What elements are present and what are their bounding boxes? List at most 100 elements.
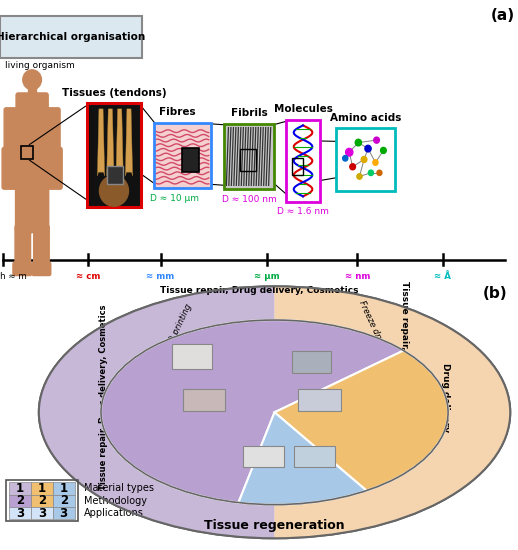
Text: Fibres: Fibres xyxy=(159,107,196,117)
Polygon shape xyxy=(275,323,448,502)
FancyBboxPatch shape xyxy=(53,494,75,507)
Ellipse shape xyxy=(101,320,448,504)
Polygon shape xyxy=(107,109,114,176)
FancyBboxPatch shape xyxy=(53,482,75,494)
Text: Films/
Membranes: Films/ Membranes xyxy=(303,377,371,398)
Circle shape xyxy=(373,160,378,165)
Text: 2: 2 xyxy=(38,494,46,507)
Circle shape xyxy=(381,147,386,153)
Text: Tissue repair, Drug delivery, Cosmetics: Tissue repair, Drug delivery, Cosmetics xyxy=(99,305,108,491)
FancyBboxPatch shape xyxy=(15,225,31,269)
Circle shape xyxy=(374,137,379,143)
FancyBboxPatch shape xyxy=(31,482,53,494)
Text: ≈ Å: ≈ Å xyxy=(435,272,451,280)
Polygon shape xyxy=(275,350,448,491)
FancyBboxPatch shape xyxy=(9,494,31,507)
FancyBboxPatch shape xyxy=(53,507,75,519)
Circle shape xyxy=(365,145,371,152)
Text: 2: 2 xyxy=(60,494,68,507)
Text: living organism: living organism xyxy=(5,62,75,70)
Circle shape xyxy=(350,164,355,170)
FancyBboxPatch shape xyxy=(4,108,21,153)
Text: Freeze drying, Solution casting: Freeze drying, Solution casting xyxy=(357,299,420,420)
Text: (a): (a) xyxy=(491,8,514,23)
Polygon shape xyxy=(39,287,275,538)
Circle shape xyxy=(357,174,362,179)
Text: D ≈ 1.6 nm: D ≈ 1.6 nm xyxy=(277,207,329,216)
Polygon shape xyxy=(101,323,275,502)
Text: 3: 3 xyxy=(16,507,24,520)
FancyBboxPatch shape xyxy=(15,139,49,164)
Text: 1: 1 xyxy=(38,482,46,495)
FancyBboxPatch shape xyxy=(34,225,49,269)
Circle shape xyxy=(377,170,382,175)
Polygon shape xyxy=(116,109,123,176)
FancyBboxPatch shape xyxy=(87,103,141,207)
FancyBboxPatch shape xyxy=(107,166,123,184)
Text: ≈ μm: ≈ μm xyxy=(254,272,280,280)
Text: Scaffolds/
Gels: Scaffolds/ Gels xyxy=(176,377,234,398)
Text: Tissue regeneration: Tissue regeneration xyxy=(204,519,345,532)
FancyBboxPatch shape xyxy=(13,262,32,276)
Circle shape xyxy=(99,175,128,206)
Text: Amino acids: Amino acids xyxy=(329,113,401,123)
Text: (b): (b) xyxy=(482,287,507,301)
Text: 1: 1 xyxy=(16,482,24,495)
FancyBboxPatch shape xyxy=(336,128,395,191)
Circle shape xyxy=(343,156,348,161)
FancyBboxPatch shape xyxy=(294,446,335,467)
Text: length ≈ m: length ≈ m xyxy=(0,272,27,280)
FancyBboxPatch shape xyxy=(243,446,284,467)
Text: Fibres/
Fibrous Mats: Fibres/ Fibrous Mats xyxy=(241,437,318,458)
Text: D ≈ 100 nm: D ≈ 100 nm xyxy=(222,195,277,204)
FancyBboxPatch shape xyxy=(31,507,53,519)
FancyBboxPatch shape xyxy=(31,494,53,507)
Text: Tissue repair, Sensors,: Tissue repair, Sensors, xyxy=(399,281,409,397)
FancyBboxPatch shape xyxy=(28,86,36,96)
Polygon shape xyxy=(238,412,367,504)
Circle shape xyxy=(368,170,373,175)
Text: 1: 1 xyxy=(60,482,68,495)
Polygon shape xyxy=(275,287,510,538)
FancyBboxPatch shape xyxy=(292,351,331,373)
Ellipse shape xyxy=(39,287,510,538)
Text: 2: 2 xyxy=(16,494,24,507)
Text: ≈ mm: ≈ mm xyxy=(147,272,175,280)
Circle shape xyxy=(355,139,362,146)
Text: Drug delivery: Drug delivery xyxy=(441,363,450,432)
Text: Fibrils: Fibrils xyxy=(231,108,267,118)
FancyBboxPatch shape xyxy=(9,482,31,494)
FancyBboxPatch shape xyxy=(44,108,60,153)
Text: Molecules: Molecules xyxy=(274,104,333,114)
FancyBboxPatch shape xyxy=(172,344,212,369)
FancyBboxPatch shape xyxy=(182,148,199,172)
Polygon shape xyxy=(125,109,133,176)
FancyBboxPatch shape xyxy=(0,16,142,58)
FancyBboxPatch shape xyxy=(32,157,49,233)
Text: ≈ nm: ≈ nm xyxy=(345,272,370,280)
Polygon shape xyxy=(97,109,105,176)
Text: Material types: Material types xyxy=(84,483,154,493)
FancyBboxPatch shape xyxy=(2,147,18,189)
FancyBboxPatch shape xyxy=(47,147,62,189)
Circle shape xyxy=(23,70,41,90)
FancyBboxPatch shape xyxy=(16,93,48,148)
Text: Applications: Applications xyxy=(84,508,144,518)
Text: 3: 3 xyxy=(38,507,46,520)
Circle shape xyxy=(361,156,367,163)
Text: Tissues (tendons): Tissues (tendons) xyxy=(62,88,166,98)
FancyBboxPatch shape xyxy=(224,124,274,189)
Text: 3: 3 xyxy=(60,507,68,520)
Text: Freeze drying, 3D printing: Freeze drying, 3D printing xyxy=(138,302,193,405)
FancyBboxPatch shape xyxy=(32,262,51,276)
Text: Methodology: Methodology xyxy=(84,496,147,506)
FancyBboxPatch shape xyxy=(154,123,211,188)
FancyBboxPatch shape xyxy=(286,120,320,202)
FancyBboxPatch shape xyxy=(16,157,32,233)
Text: ≈ cm: ≈ cm xyxy=(76,272,100,280)
Text: Hierarchical organisation: Hierarchical organisation xyxy=(0,32,146,42)
FancyBboxPatch shape xyxy=(183,389,225,411)
FancyBboxPatch shape xyxy=(298,389,341,411)
Text: Electrospinning, Extrusion: Electrospinning, Extrusion xyxy=(215,485,334,494)
Polygon shape xyxy=(101,320,404,503)
